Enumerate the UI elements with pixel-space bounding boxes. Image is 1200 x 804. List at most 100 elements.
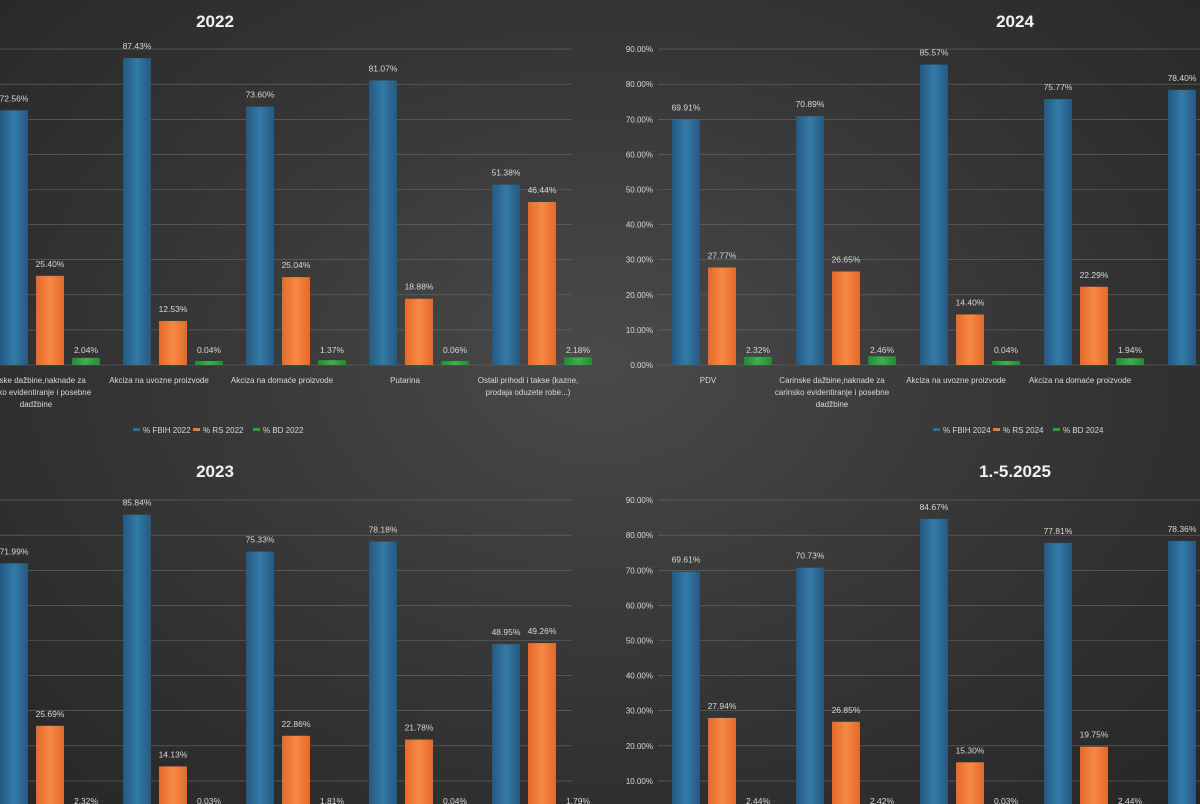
chart-panel-2: 2023 71.99% 85.84% 75.33% 78.18% 48.95% 25.69%… xyxy=(0,462,591,804)
bar-fbih xyxy=(369,80,397,365)
bar-fbih xyxy=(920,64,948,366)
bar-rs xyxy=(1080,746,1108,804)
data-label: 75.77% xyxy=(1044,82,1073,92)
category-label-line: Ostali prihodi i takse (kazne, xyxy=(478,376,579,385)
category-label-line: carinsko evidentiranje i posebne xyxy=(775,388,890,397)
y-tick-label: 70.00% xyxy=(626,115,653,124)
bar-fbih xyxy=(246,106,274,365)
category-label: Putarina xyxy=(390,376,420,385)
data-label: 72.56% xyxy=(0,93,29,103)
data-label: 78.40% xyxy=(1168,73,1197,83)
bar-fbih xyxy=(492,644,520,804)
chart-panel-1: 2024 0.00% 10.00% 20.00% 30.00% 40.00% 50.00% 6… xyxy=(626,12,1200,435)
chart-title: 2023 xyxy=(196,462,234,481)
bar-fbih xyxy=(1044,99,1072,365)
bar-rs xyxy=(282,735,310,804)
legend-entry: % FBIH 2022 xyxy=(143,426,191,435)
legend-entry: % FBIH 2024 xyxy=(943,426,991,435)
y-tick-label: 50.00% xyxy=(626,637,653,646)
legend-swatch-bd xyxy=(253,428,260,431)
category-label-line: Akciza na uvozne proizvode xyxy=(109,376,209,385)
data-label: 51.38% xyxy=(492,168,521,178)
category-label-line: PDV xyxy=(700,376,717,385)
data-label: 25.40% xyxy=(36,259,65,269)
bar-rs xyxy=(832,271,860,365)
data-label: 75.33% xyxy=(246,535,275,545)
bar-bd xyxy=(992,361,1020,365)
data-label: 49.26% xyxy=(528,626,557,636)
chart-title: 2024 xyxy=(996,12,1034,31)
data-label: 2.32% xyxy=(74,796,99,804)
data-label: 2.46% xyxy=(870,345,895,355)
category-label-line: dadžbine xyxy=(816,400,849,409)
data-label: 2.04% xyxy=(74,345,99,355)
data-label: 26.65% xyxy=(832,254,861,264)
category-label: Akciza na domaće proizvode xyxy=(1029,376,1132,385)
category-label-line: arinsko evidentiranje i posebne xyxy=(0,388,92,397)
bar-rs xyxy=(36,725,64,804)
category-label-line: arinske dažbine,naknade za xyxy=(0,376,86,385)
bar-fbih xyxy=(246,551,274,804)
data-label: 2.44% xyxy=(746,796,771,804)
data-label: 12.53% xyxy=(159,304,188,314)
data-label: 2.32% xyxy=(746,345,771,355)
data-label: 27.94% xyxy=(708,701,737,711)
bar-fbih xyxy=(123,514,151,804)
legend-entry: % RS 2024 xyxy=(1003,426,1044,435)
data-label: 0.04% xyxy=(443,796,468,804)
legend-swatch-fbih xyxy=(133,428,140,431)
y-tick-label: 80.00% xyxy=(626,80,653,89)
category-label: arinske dažbine,naknade za arinsko eviden… xyxy=(0,376,92,409)
y-tick-label: 10.00% xyxy=(626,326,653,335)
y-tick-label: 10.00% xyxy=(626,777,653,786)
bar-bd xyxy=(564,357,592,365)
y-tick-label: 80.00% xyxy=(626,531,653,540)
data-label: 0.04% xyxy=(994,345,1019,355)
data-label: 22.29% xyxy=(1080,270,1109,280)
chart-title: 2022 xyxy=(196,12,234,31)
bar-bd xyxy=(1116,358,1144,365)
category-label-line: Akciza na domaće proizvode xyxy=(1029,376,1132,385)
data-label: 25.69% xyxy=(36,709,65,719)
y-tick-label: 30.00% xyxy=(626,256,653,265)
data-label: 81.07% xyxy=(369,63,398,73)
data-label: 71.99% xyxy=(0,546,29,556)
y-tick-label: 90.00% xyxy=(626,45,653,54)
bar-rs xyxy=(708,267,736,365)
bar-bd xyxy=(318,360,346,365)
legend-swatch-bd xyxy=(1053,428,1060,431)
y-tick-label: 30.00% xyxy=(626,707,653,716)
y-tick-label: 0.00% xyxy=(630,361,653,370)
data-label: 1.79% xyxy=(566,796,591,804)
data-label: 14.40% xyxy=(956,297,985,307)
data-label: 0.03% xyxy=(994,796,1019,804)
bar-fbih xyxy=(492,184,520,365)
bar-fbih xyxy=(1168,540,1196,804)
data-label: 21.78% xyxy=(405,723,434,733)
y-tick-label: 40.00% xyxy=(626,672,653,681)
bar-rs xyxy=(405,298,433,365)
bar-rs xyxy=(956,314,984,365)
bar-fbih xyxy=(672,571,700,804)
category-label-line: Putarina xyxy=(390,376,420,385)
data-label: 85.57% xyxy=(920,48,949,58)
bar-rs xyxy=(36,275,64,365)
chart-title: 1.-5.2025 xyxy=(979,462,1051,481)
legend-entry: % BD 2022 xyxy=(263,426,304,435)
data-label: 77.81% xyxy=(1044,526,1073,536)
data-label: 78.18% xyxy=(369,525,398,535)
data-label: 73.60% xyxy=(246,90,275,100)
bar-rs xyxy=(1080,286,1108,365)
category-label: Akciza na uvozne proizvode xyxy=(109,376,209,385)
legend-swatch-rs xyxy=(193,428,200,431)
data-label: 0.03% xyxy=(197,796,222,804)
data-label: 48.95% xyxy=(492,627,521,637)
bar-fbih xyxy=(920,518,948,804)
data-label: 2.18% xyxy=(566,345,591,355)
data-label: 0.06% xyxy=(443,345,468,355)
y-tick-label: 20.00% xyxy=(626,291,653,300)
data-label: 18.88% xyxy=(405,282,434,292)
bar-fbih xyxy=(672,119,700,365)
y-tick-label: 60.00% xyxy=(626,601,653,610)
